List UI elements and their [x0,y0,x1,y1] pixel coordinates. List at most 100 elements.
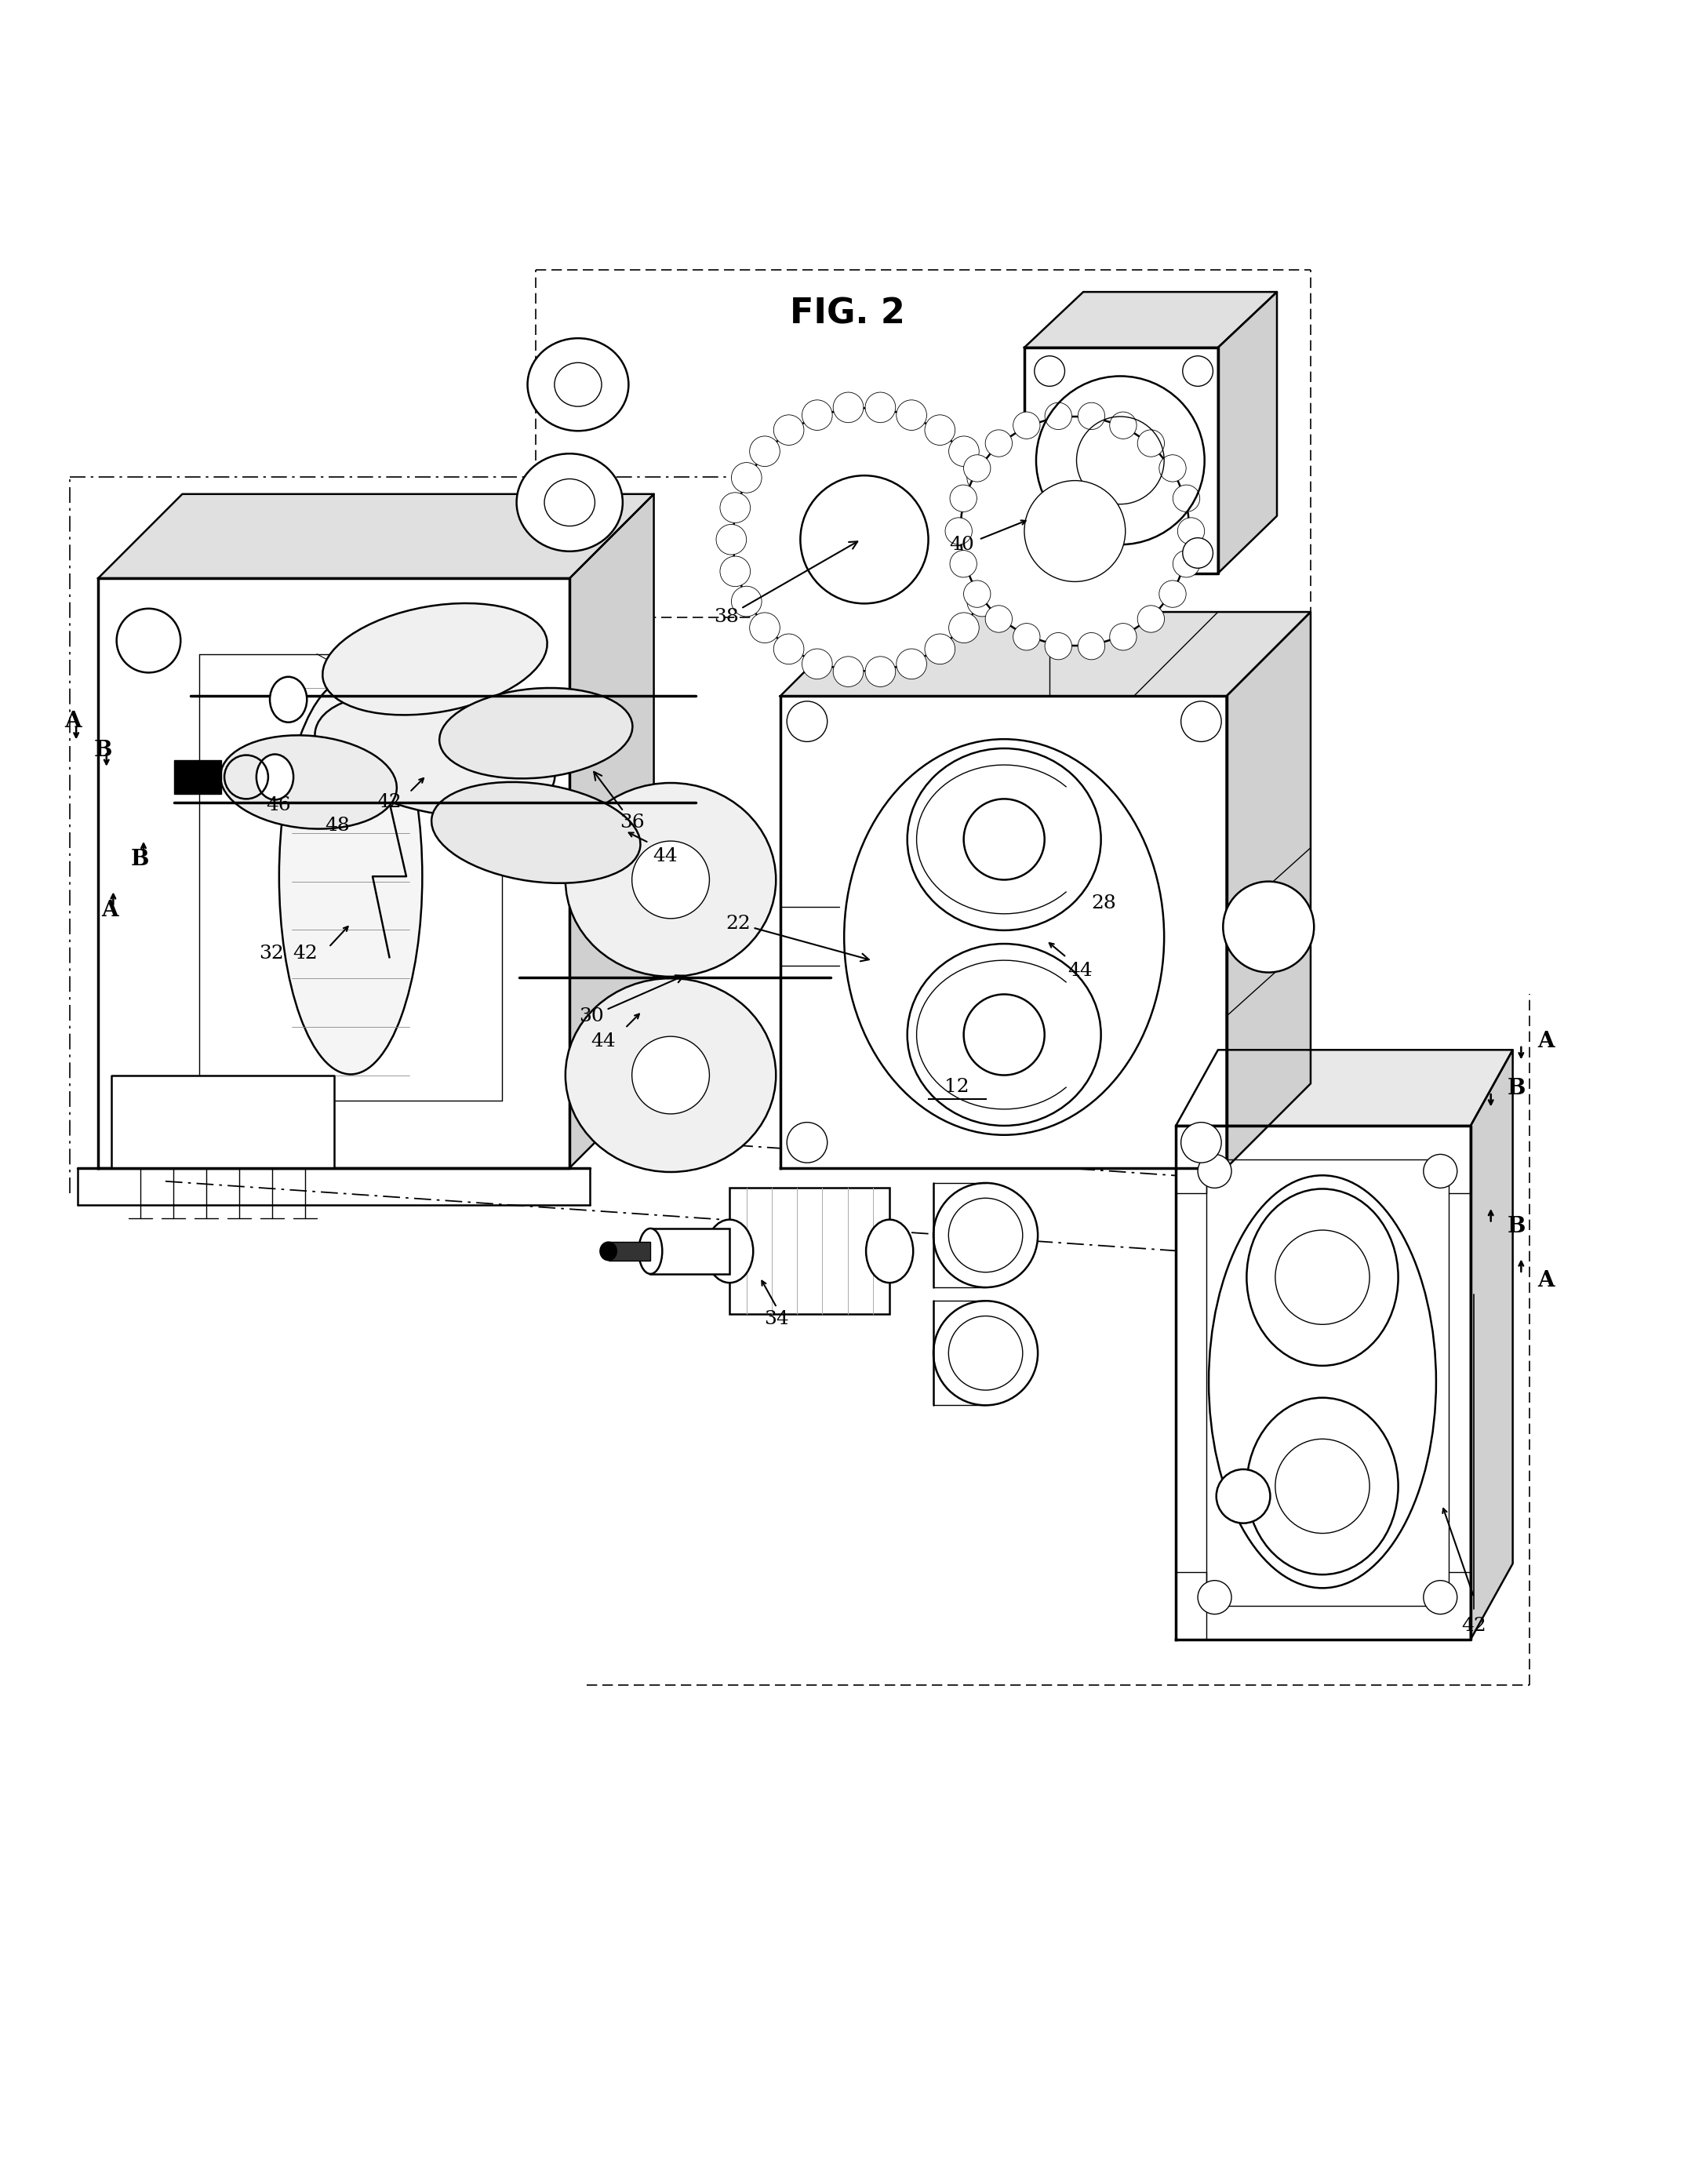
Circle shape [897,649,927,679]
Ellipse shape [934,1302,1037,1404]
Polygon shape [570,494,654,1168]
Circle shape [749,437,780,467]
Circle shape [731,585,761,616]
Circle shape [1275,1439,1370,1533]
Polygon shape [1024,293,1276,347]
Text: 12: 12 [944,1079,970,1096]
Circle shape [1044,633,1071,660]
Circle shape [1014,622,1041,651]
Circle shape [1044,402,1071,430]
Circle shape [1173,550,1200,577]
Circle shape [1078,402,1105,430]
Circle shape [720,494,751,522]
Circle shape [1198,1581,1232,1614]
Circle shape [961,417,1190,646]
Circle shape [949,1317,1022,1391]
Circle shape [717,524,746,555]
Ellipse shape [639,1227,663,1273]
Circle shape [802,400,832,430]
Polygon shape [175,760,220,793]
Circle shape [897,400,927,430]
Text: A: A [1537,1031,1554,1053]
Circle shape [1217,1470,1270,1522]
Text: 40: 40 [949,535,975,553]
Ellipse shape [707,1219,753,1282]
Circle shape [749,612,780,642]
Circle shape [1424,1155,1458,1188]
Circle shape [1110,413,1137,439]
Circle shape [773,633,803,664]
Circle shape [1178,518,1205,544]
Text: 38: 38 [714,542,858,627]
Text: 42: 42 [293,946,317,963]
Polygon shape [1219,293,1276,572]
Text: B: B [131,850,149,869]
Polygon shape [98,579,570,1168]
Ellipse shape [566,782,776,976]
Circle shape [773,415,803,446]
Circle shape [966,585,997,616]
Text: 36: 36 [593,771,644,832]
Circle shape [985,430,1012,456]
Polygon shape [780,697,1227,1168]
Text: B: B [93,740,112,760]
Ellipse shape [432,782,641,882]
Polygon shape [609,1243,651,1260]
Circle shape [1034,356,1064,387]
Ellipse shape [527,339,629,430]
Ellipse shape [315,695,554,817]
Text: B: B [1507,1216,1526,1238]
Text: 28: 28 [1092,893,1115,913]
Ellipse shape [270,677,307,723]
Circle shape [731,463,761,494]
Circle shape [1183,537,1214,568]
Circle shape [1181,701,1222,743]
Text: 34: 34 [764,1310,790,1328]
Circle shape [1137,430,1164,456]
Circle shape [1224,882,1314,972]
Circle shape [864,657,895,686]
Text: 22: 22 [725,915,870,961]
Circle shape [1424,1581,1458,1614]
Circle shape [981,524,1012,555]
Polygon shape [112,1075,334,1168]
Circle shape [1078,633,1105,660]
Circle shape [949,1199,1022,1273]
Polygon shape [780,612,1310,697]
Ellipse shape [517,454,622,550]
Circle shape [834,393,863,422]
Circle shape [1024,480,1125,581]
Ellipse shape [866,1219,914,1282]
Circle shape [1110,622,1137,651]
Circle shape [786,1123,827,1162]
Circle shape [864,393,895,422]
Circle shape [964,799,1044,880]
Polygon shape [1176,1125,1471,1640]
Circle shape [949,485,976,511]
Polygon shape [651,1227,729,1273]
Text: 44: 44 [1068,961,1092,981]
Circle shape [925,415,954,446]
Polygon shape [98,494,654,579]
Text: 32: 32 [259,946,285,963]
Circle shape [1159,581,1186,607]
Polygon shape [1024,347,1219,572]
Text: B: B [1507,1079,1526,1099]
Circle shape [949,550,976,577]
Text: A: A [64,710,81,732]
Circle shape [1173,485,1200,511]
Circle shape [834,657,863,686]
Ellipse shape [439,688,632,778]
Circle shape [786,701,827,743]
Circle shape [964,994,1044,1075]
Text: 44: 44 [592,1033,615,1051]
Ellipse shape [934,1184,1037,1286]
Text: 46: 46 [266,797,292,815]
Ellipse shape [256,753,293,799]
Circle shape [949,437,980,467]
Ellipse shape [600,1243,617,1260]
Circle shape [802,649,832,679]
Text: 42: 42 [376,793,402,810]
Ellipse shape [566,978,776,1173]
Circle shape [964,581,990,607]
